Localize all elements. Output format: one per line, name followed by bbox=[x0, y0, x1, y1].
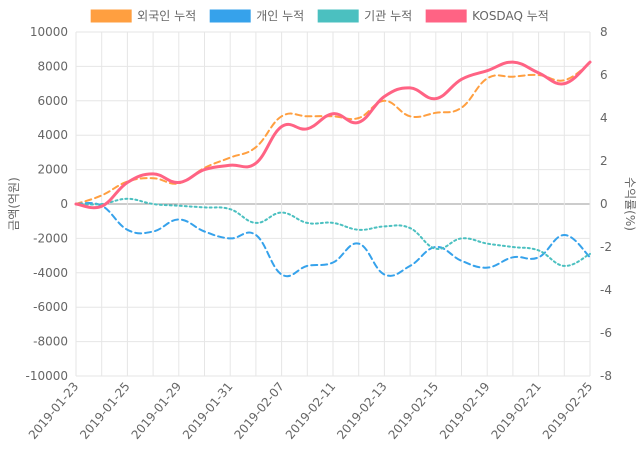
legend-item-0[interactable]: 외국인 누적 bbox=[90, 9, 196, 23]
y-left-tick-label: 6000 bbox=[37, 94, 68, 108]
y-right-tick-label: 8 bbox=[600, 25, 608, 39]
y-right-tick-label: 0 bbox=[600, 197, 608, 211]
series-line-3 bbox=[74, 60, 592, 210]
grid bbox=[75, 31, 591, 377]
x-tick-label: 2019-02-25 bbox=[540, 380, 596, 442]
y-left-tick-label: 0 bbox=[60, 197, 68, 211]
series-line-2 bbox=[75, 197, 591, 267]
series-line-1 bbox=[75, 202, 591, 278]
y-right-tick-label: -6 bbox=[600, 326, 612, 340]
legend-swatch bbox=[317, 9, 359, 23]
legend-item-2[interactable]: 기관 누적 bbox=[317, 9, 412, 23]
legend-item-1[interactable]: 개인 누적 bbox=[209, 9, 304, 23]
x-tick-label: 2019-01-29 bbox=[129, 380, 185, 442]
series-line-0 bbox=[75, 62, 591, 205]
y-left-tick-label: -4000 bbox=[33, 266, 68, 280]
x-tick-label: 2019-02-07 bbox=[231, 380, 287, 442]
legend-swatch bbox=[90, 9, 132, 23]
y-right-tick-label: 6 bbox=[600, 68, 608, 82]
y-left-tick-label: 8000 bbox=[37, 59, 68, 73]
legend-label: 기관 누적 bbox=[364, 9, 412, 23]
legend-item-3[interactable]: KOSDAQ 누적 bbox=[425, 9, 549, 23]
y-right-tick-label: 2 bbox=[600, 154, 608, 168]
y-left-tick-label: -10000 bbox=[25, 369, 68, 383]
x-tick-label: 2019-02-21 bbox=[488, 380, 544, 442]
series-lines bbox=[74, 60, 592, 278]
y-right-tick-label: -4 bbox=[600, 283, 612, 297]
y-left-tick-label: 10000 bbox=[30, 25, 68, 39]
x-tick-label: 2019-02-15 bbox=[386, 380, 442, 442]
y-left-axis-title: 금액(억원) bbox=[7, 177, 21, 231]
y-right-tick-label: 4 bbox=[600, 111, 608, 125]
y-right-tick-label: -2 bbox=[600, 240, 612, 254]
x-tick-label: 2019-02-11 bbox=[283, 380, 339, 442]
y-right-tick-label: -8 bbox=[600, 369, 612, 383]
legend[interactable]: 외국인 누적 개인 누적 기관 누적 KOSDAQ 누적 bbox=[90, 9, 549, 23]
legend-label: 개인 누적 bbox=[256, 9, 304, 23]
y-left-tick-label: 2000 bbox=[37, 163, 68, 177]
x-tick-label: 2019-02-13 bbox=[334, 380, 390, 442]
y-left-tick-label: 4000 bbox=[37, 128, 68, 142]
legend-swatch bbox=[209, 9, 251, 23]
y-right-axis-title: 수익률(%) bbox=[623, 177, 637, 231]
legend-label: KOSDAQ 누적 bbox=[472, 9, 549, 23]
x-tick-label: 2019-01-23 bbox=[26, 380, 82, 442]
y-left-tick-label: -8000 bbox=[33, 335, 68, 349]
legend-label: 외국인 누적 bbox=[137, 9, 196, 23]
x-tick-label: 2019-02-19 bbox=[437, 380, 493, 442]
y-left-tick-label: -6000 bbox=[33, 300, 68, 314]
y-left-tick-label: -2000 bbox=[33, 231, 68, 245]
legend-swatch bbox=[425, 9, 467, 23]
x-tick-label: 2019-01-31 bbox=[180, 380, 236, 442]
x-tick-label: 2019-01-25 bbox=[77, 380, 133, 442]
